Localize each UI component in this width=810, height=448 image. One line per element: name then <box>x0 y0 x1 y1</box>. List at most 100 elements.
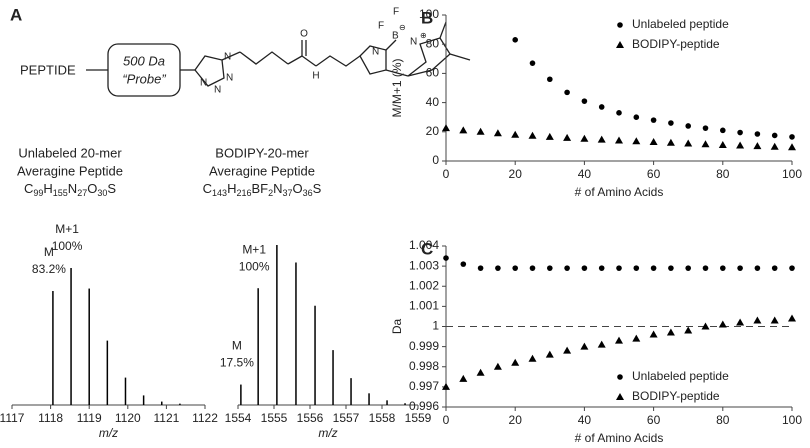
compound-name: BODIPY-20-mer <box>215 145 309 160</box>
marker <box>649 138 658 146</box>
marker <box>789 134 795 140</box>
formula-part: 155 <box>53 188 68 198</box>
marker <box>770 316 779 324</box>
x-tick-label: 20 <box>509 167 523 181</box>
data-label: 100% <box>239 259 270 273</box>
marker <box>771 132 778 139</box>
legend-marker <box>617 22 623 28</box>
x-tick-label: 1554 <box>225 411 252 425</box>
marker <box>702 125 709 131</box>
x-tick-label: 60 <box>647 167 661 181</box>
peptide-label: PEPTIDE <box>20 62 76 77</box>
marker <box>633 114 640 120</box>
atom: B <box>392 31 399 42</box>
marker <box>788 143 796 151</box>
x-tick-label: 1558 <box>369 411 396 425</box>
legend-marker <box>616 41 624 48</box>
formula-part: 30 <box>97 188 107 198</box>
formula-part: 143 <box>212 188 227 198</box>
y-tick-label: 60 <box>426 66 440 80</box>
marker <box>788 314 796 322</box>
atom: N <box>214 85 221 96</box>
formula-part: 99 <box>33 188 43 198</box>
marker <box>476 368 485 376</box>
y-tick-label: 20 <box>426 124 440 138</box>
marker <box>459 126 468 134</box>
marker <box>684 326 693 334</box>
y-tick-label: 0 <box>432 153 439 167</box>
marker <box>754 265 761 271</box>
formula-part: 36 <box>303 188 313 198</box>
marker <box>633 265 640 271</box>
y-tick-label: 80 <box>426 36 440 50</box>
data-label: 100% <box>52 239 83 253</box>
x-axis-label: m/z <box>99 426 118 440</box>
marker <box>547 76 553 83</box>
atom: N <box>372 47 379 58</box>
marker <box>753 142 762 150</box>
probe-name: “Probe” <box>122 71 166 86</box>
marker <box>736 141 745 149</box>
marker <box>632 137 641 145</box>
legend-label: BODIPY-peptide <box>632 37 720 51</box>
formula-part: O <box>293 181 303 196</box>
formula-part: H <box>43 181 52 196</box>
marker <box>736 318 745 326</box>
marker <box>615 136 623 144</box>
marker <box>666 328 675 336</box>
marker <box>477 265 484 271</box>
atom: N <box>200 78 207 89</box>
atom: F <box>378 21 384 32</box>
marker <box>563 346 572 354</box>
x-tick-label: 60 <box>647 413 661 427</box>
panel-label: C <box>421 239 433 258</box>
marker <box>737 265 743 271</box>
formula-part: 216 <box>236 188 251 198</box>
x-tick-label: 40 <box>578 167 592 181</box>
y-tick-label: 1.002 <box>409 278 439 292</box>
marker <box>512 265 518 271</box>
marker <box>547 265 553 271</box>
x-axis-label: # of Amino Acids <box>575 185 664 199</box>
marker <box>545 350 554 358</box>
y-tick-label: 1.001 <box>409 299 439 313</box>
y-tick-label: 1.003 <box>409 258 439 272</box>
marker <box>598 265 605 271</box>
marker <box>563 133 572 141</box>
atom: F <box>393 7 399 18</box>
structure <box>86 21 471 97</box>
marker <box>720 127 726 134</box>
marker <box>476 127 485 135</box>
data-label: 83.2% <box>32 262 66 276</box>
atom: N <box>226 73 233 84</box>
marker <box>580 342 589 350</box>
y-tick-label: 0.999 <box>409 339 439 353</box>
marker <box>459 374 468 382</box>
formula-part: BF <box>251 181 268 196</box>
peak-name: M <box>44 245 54 259</box>
legend-marker <box>616 393 624 400</box>
formula-part: S <box>107 181 116 196</box>
x-tick-label: 1122 <box>192 411 218 425</box>
marker <box>493 362 502 370</box>
formula-part: 37 <box>283 188 293 198</box>
marker <box>545 132 554 140</box>
peak-name: M <box>232 339 242 353</box>
x-tick-label: 0 <box>443 167 450 181</box>
marker <box>528 354 537 362</box>
atom: ⊖ <box>399 23 406 32</box>
marker <box>528 131 537 139</box>
x-tick-label: 1556 <box>297 411 324 425</box>
formula-part: H <box>227 181 236 196</box>
marker <box>754 131 761 137</box>
marker <box>597 135 606 143</box>
y-tick-label: 1 <box>432 319 439 333</box>
marker <box>720 265 726 271</box>
marker <box>771 265 778 271</box>
marker <box>511 130 520 138</box>
legend-label: Unlabeled peptide <box>632 17 729 31</box>
legend-label: BODIPY-peptide <box>632 389 720 403</box>
marker <box>442 124 450 132</box>
legend-marker <box>617 374 623 380</box>
